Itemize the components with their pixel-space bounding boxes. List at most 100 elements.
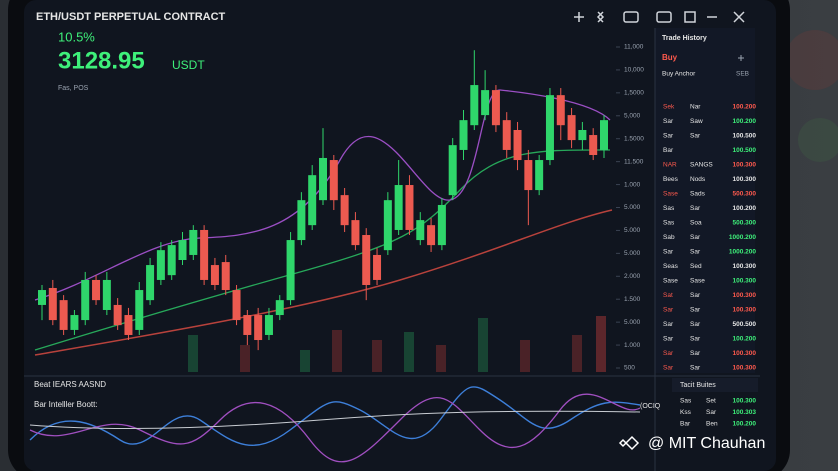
candle-body <box>427 225 436 246</box>
y-tick-label: 5,000 <box>624 113 641 120</box>
candle-body <box>383 200 392 251</box>
row-cell: Sar <box>690 205 701 212</box>
trade-rows: Sas Set 100.300 Kss Sar 100.303 Bar Ben 100.200 <box>680 398 756 428</box>
add-icon[interactable] <box>574 12 584 22</box>
row-cell: 100.300 <box>733 365 757 372</box>
candle-body <box>416 220 425 241</box>
row-cell: Sab <box>663 234 675 241</box>
row-cell: 100.200 <box>733 104 757 111</box>
row-cell: Bar <box>680 421 691 428</box>
volume-bar <box>300 350 310 372</box>
candle-body <box>102 279 111 310</box>
row-cell: Sar <box>663 321 674 328</box>
oscillator <box>29 393 641 463</box>
close-icon[interactable] <box>733 11 745 23</box>
row-cell: 100.200 <box>733 118 757 125</box>
oscillator <box>29 386 641 446</box>
row-cell: 100.200 <box>733 336 757 343</box>
y-tick-label: 5.000 <box>624 227 641 234</box>
order-panel <box>655 28 755 373</box>
candle-body <box>275 300 284 316</box>
candle-body <box>459 120 468 150</box>
volume-bar <box>478 318 488 372</box>
y-tick-label: 1,5000 <box>624 90 644 97</box>
row-cell: 100.200 <box>733 205 757 212</box>
row-cell: Sar <box>663 307 674 314</box>
row-cell: Sar <box>663 133 674 140</box>
y-tick-label: 2.000 <box>624 273 641 280</box>
volume-bar <box>332 330 342 372</box>
watermark: @ MIT Chauhan <box>618 435 765 452</box>
candle-body <box>232 290 241 321</box>
candle-body <box>70 315 79 330</box>
candle-body <box>600 120 608 150</box>
y-tick-label: 1.000 <box>624 342 641 349</box>
row-cell: 500.300 <box>733 220 757 227</box>
row-cell: Sase <box>663 278 678 285</box>
row-cell: Sar <box>663 249 674 256</box>
candle-body <box>135 290 144 330</box>
candle-body <box>545 95 554 161</box>
row-cell: Seas <box>663 263 679 270</box>
panel-tab[interactable]: Buy <box>662 53 678 62</box>
row-cell: 100.200 <box>733 421 757 428</box>
candle-body <box>535 160 544 191</box>
indicator-label: Bar Intelller Boott: <box>34 400 98 409</box>
indicator-label: Beat IEARS AASND <box>34 380 106 389</box>
row-cell: SANGS <box>690 162 713 169</box>
row-cell: NAR <box>663 162 677 169</box>
candle-body <box>210 265 219 285</box>
volume-bar <box>404 332 414 372</box>
candle-body <box>556 95 565 126</box>
column-head: Buy Anchor <box>662 71 696 78</box>
row-cell: Sase <box>663 191 678 198</box>
layout-icon[interactable] <box>623 11 639 23</box>
candle-body <box>405 185 414 230</box>
candle-body <box>297 200 306 241</box>
tool-icon[interactable] <box>596 11 605 23</box>
candle-body <box>567 115 576 141</box>
row-cell: Sar <box>690 350 701 357</box>
y-tick-label: 11,000 <box>624 44 644 51</box>
row-cell: 100.303 <box>733 409 757 416</box>
price: 3128.95 <box>58 47 145 74</box>
candle-body <box>351 220 360 246</box>
row-cell: Sads <box>690 191 706 198</box>
expand-icon[interactable] <box>684 11 696 23</box>
y-tick-label: 500 <box>624 365 635 372</box>
candle-body <box>329 160 338 201</box>
row-cell: 100.300 <box>733 350 757 357</box>
candle-body <box>513 130 522 161</box>
row-cell: Bar <box>663 147 674 154</box>
candle-body <box>589 135 598 155</box>
watermark-text: @ MIT Chauhan <box>648 435 765 452</box>
row-cell: Sek <box>663 104 675 111</box>
candle-body <box>319 157 327 201</box>
subtitle: Fas, POS <box>58 85 89 92</box>
candle-body <box>81 279 90 321</box>
row-cell: Nar <box>690 104 701 111</box>
volume-bar <box>188 335 198 372</box>
volume-bar <box>572 335 582 372</box>
row-cell: Sar <box>690 307 701 314</box>
candle-body <box>189 229 198 255</box>
title: ETH/USDT PERPETUAL CONTRACT <box>36 11 226 23</box>
add-icon[interactable] <box>738 55 744 61</box>
watermark-logo <box>618 435 640 451</box>
price-unit: USDT <box>172 58 205 72</box>
row-cell: 100.500 <box>733 147 757 154</box>
screen <box>24 0 776 471</box>
row-cell: Saw <box>690 118 703 125</box>
candle-body <box>92 279 101 301</box>
y-tick-label: 1.5000 <box>624 135 644 142</box>
volume-bars <box>188 316 606 372</box>
candle-body <box>221 262 230 291</box>
window-icon[interactable] <box>656 11 672 23</box>
row-cell: Sar <box>690 234 701 241</box>
candle-body <box>178 240 187 261</box>
row-cell: Sar <box>690 249 701 256</box>
row-cell: 100.300 <box>733 278 757 285</box>
row-cell: Bees <box>663 176 679 183</box>
row-cell: Sas <box>663 205 675 212</box>
